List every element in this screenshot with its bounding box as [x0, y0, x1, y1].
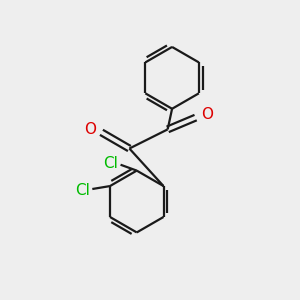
Text: Cl: Cl [103, 156, 118, 171]
Text: Cl: Cl [75, 183, 90, 198]
Text: O: O [201, 107, 213, 122]
Text: O: O [84, 122, 96, 137]
